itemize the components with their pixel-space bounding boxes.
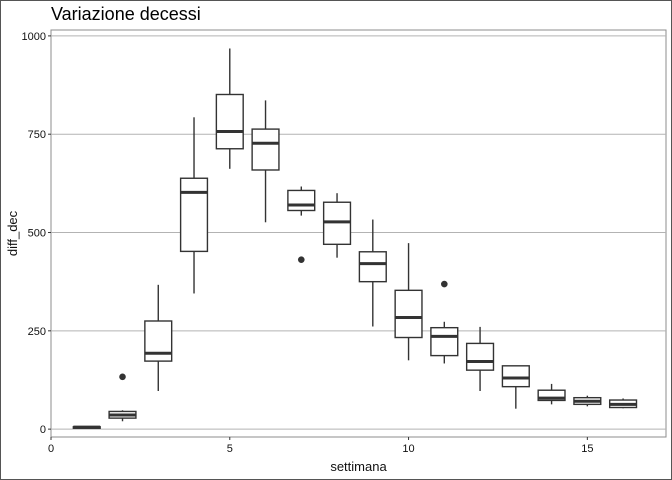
y-tick-label: 1000 <box>22 31 46 43</box>
box <box>179 177 209 253</box>
x-tick-label: 5 <box>227 443 233 455</box>
box <box>537 389 566 402</box>
x-tick-label: 15 <box>581 443 593 455</box>
y-tick-label: 250 <box>28 326 46 338</box>
x-axis-title: settimana <box>330 459 387 474</box>
y-tick-label: 750 <box>28 129 46 141</box>
outlier-point <box>297 256 305 263</box>
box <box>501 365 530 388</box>
box <box>215 93 244 150</box>
box <box>358 251 387 283</box>
y-axis-title: diff_dec <box>5 210 20 256</box>
plot-panel <box>50 29 667 438</box>
box <box>394 289 423 339</box>
box <box>287 189 316 212</box>
y-tick-label: 0 <box>40 424 46 436</box>
chart-title: Variazione decessi <box>51 4 201 24</box>
x-tick-label: 10 <box>402 443 414 455</box>
box <box>465 342 495 371</box>
x-tick-label: 0 <box>48 443 54 455</box>
box <box>430 326 459 357</box>
box <box>251 128 280 171</box>
box <box>144 320 173 362</box>
outlier-point <box>119 373 126 381</box>
outlier-point <box>441 280 448 288</box>
y-tick-label: 500 <box>28 228 46 240</box>
